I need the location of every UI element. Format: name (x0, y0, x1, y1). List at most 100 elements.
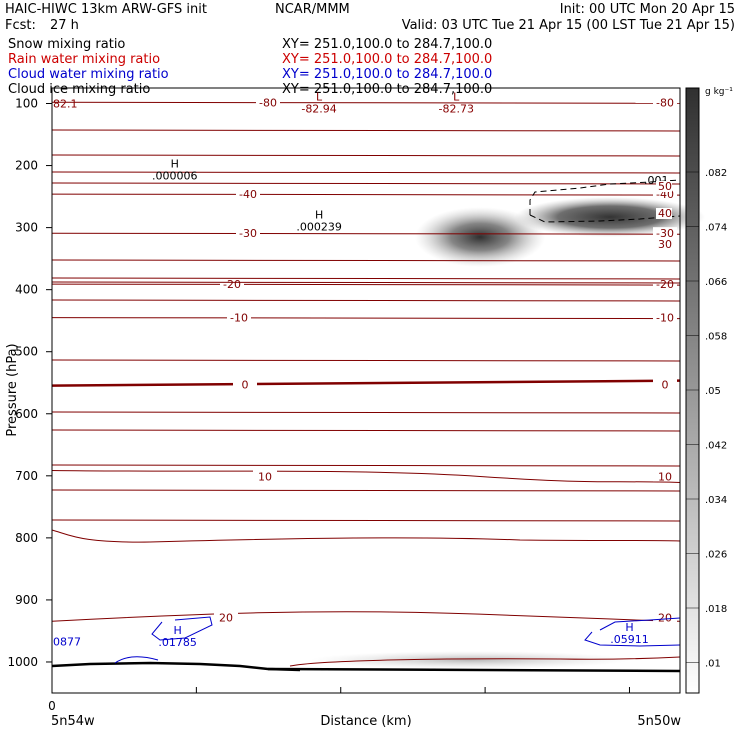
y-tick-label: 200 (15, 159, 38, 173)
cloud-water-contour-mid (151, 616, 213, 641)
isotherm-label-bg (227, 311, 251, 323)
ice-contour-label: 30 (658, 238, 672, 251)
isotherm-line-minor (51, 182, 681, 185)
extremum-marker: L-82.94 (301, 91, 336, 116)
extremum-value: .01785 (158, 636, 197, 649)
isotherm-line (51, 379, 681, 387)
isotherm-label-bg (653, 227, 677, 239)
extremum-marker: H.000006 (152, 158, 198, 183)
isotherm-label: -20 (223, 278, 241, 291)
isotherm-line (51, 469, 681, 483)
isotherm-label: -80 (259, 96, 277, 109)
isotherm-label-bg (256, 96, 280, 108)
isotherm-label: 0 (242, 379, 249, 392)
center-label: NCAR/MMM (275, 2, 350, 17)
colorbar: g kg⁻¹ .082.074.066.058.05.042.034.026.0… (685, 87, 733, 694)
y-axis-label: Pressure (hPa) (5, 343, 20, 436)
ice-contour-label-bg (656, 181, 672, 192)
isotherm-line-minor (51, 464, 681, 467)
isotherm-line-minor (51, 359, 681, 362)
ice-contour (529, 214, 681, 223)
colorbar-unit: g kg⁻¹ (705, 87, 733, 97)
fcst-value: 27 h (50, 18, 79, 33)
colorbar-tick-label: .058 (705, 332, 727, 343)
y-tick-label: 600 (15, 407, 38, 421)
ice-contour-label: 40 (658, 207, 672, 220)
extrema-labels: L-82.94L-82.73H.000006H.000239H.01785H.0… (53, 91, 672, 649)
isotherm-label-bg (236, 188, 260, 200)
colorbar-tick-label: .018 (705, 604, 727, 615)
isotherm-label-right: -80 (656, 96, 674, 109)
isotherm-label-right: -30 (656, 227, 674, 240)
field-xy: XY= 251.0,100.0 to 284.7,100.0 (282, 52, 492, 67)
field-name: Cloud water mixing ratio (8, 67, 169, 82)
edge-label: 82.1 (53, 98, 78, 111)
y-tick-label: 100 (15, 97, 38, 111)
colorbar-tick-label: .074 (705, 223, 727, 234)
isotherm-line (51, 232, 681, 235)
isotherm-label: -10 (230, 312, 248, 325)
extremum-marker: L-82.73 (438, 91, 473, 116)
ice-shading (310, 197, 705, 669)
colorbar-tick-label: .05 (705, 386, 721, 397)
isotherm-line (51, 101, 681, 104)
terrain-line-east (267, 667, 681, 673)
ice-contour-label-bg (656, 208, 672, 219)
field-legend: Snow mixing ratio XY= 251.0,100.0 to 284.… (8, 37, 492, 97)
isotherm-line-minor (51, 259, 681, 262)
isotherm-line-minor (51, 277, 681, 280)
header: HAIC-HIWC 13km ARW-GFS init NCAR/MMM Ini… (5, 2, 735, 33)
y-tick-label: 400 (15, 283, 38, 297)
field-name: Rain water mixing ratio (8, 52, 160, 67)
isotherm-label: 20 (219, 611, 233, 624)
isotherm-label-right: 20 (658, 611, 672, 624)
isotherm-label-bg (236, 227, 260, 239)
isotherm-line-minor (51, 281, 681, 284)
x-axis (51, 687, 630, 693)
lowlevel-shading (310, 651, 630, 669)
extremum-value: -82.94 (301, 103, 336, 116)
isotherm-label-right: 10 (658, 470, 672, 483)
isotherm-line-minor (51, 171, 681, 174)
isotherm-line-minor (51, 129, 681, 132)
y-tick-label: 500 (15, 345, 38, 359)
isotherm-label-bg (653, 378, 677, 390)
extremum-value: .000006 (152, 170, 198, 183)
mixing-ratio-contours (51, 179, 681, 673)
extremum-type: L (316, 91, 323, 104)
isotherm-label-bg (653, 278, 677, 290)
field-xy: XY= 251.0,100.0 to 284.7,100.0 (282, 37, 492, 52)
plot-frame (51, 87, 681, 694)
extremum-value: -82.73 (438, 103, 473, 116)
field-xy: XY= 251.0,100.0 to 284.7,100.0 (282, 82, 492, 97)
extremum-marker: H.000239 (296, 208, 342, 233)
x-tick-zero: 0 (48, 699, 56, 713)
extremum-type: H (625, 621, 633, 634)
ice-cloud-sheet (515, 197, 705, 237)
extremum-marker: H.05911 (610, 621, 649, 646)
isotherm-line-minor (51, 299, 681, 302)
isotherm-label-bg (233, 378, 257, 390)
isotherm-line (51, 611, 681, 622)
snow-contour (529, 179, 681, 215)
field-name: Snow mixing ratio (8, 37, 125, 52)
init-time: Init: 00 UTC Mon 20 Apr 15 (560, 2, 735, 17)
field-name: Cloud ice mixing ratio (8, 82, 150, 97)
isotherm-label: 10 (258, 470, 272, 483)
field-xy: XY= 251.0,100.0 to 284.7,100.0 (282, 67, 492, 82)
isotherm-label-bg (653, 470, 677, 482)
colorbar-ticks: .082 .074 .066 .058 .05 .042 .034 .026 .018 .01 (686, 168, 727, 670)
extremum-type: L (453, 91, 460, 104)
fcst-label: Fcst: (5, 18, 36, 33)
isotherm-label-right: 0 (662, 379, 669, 392)
isotherm-label-bg (220, 278, 244, 290)
colorbar-tick-label: .01 (705, 659, 721, 670)
isotherm-line-lower (51, 529, 681, 543)
isotherm-label: -40 (239, 188, 257, 201)
y-tick-label: 900 (15, 593, 38, 607)
isotherm-line (51, 317, 681, 320)
extremum-value: .05911 (610, 633, 649, 646)
